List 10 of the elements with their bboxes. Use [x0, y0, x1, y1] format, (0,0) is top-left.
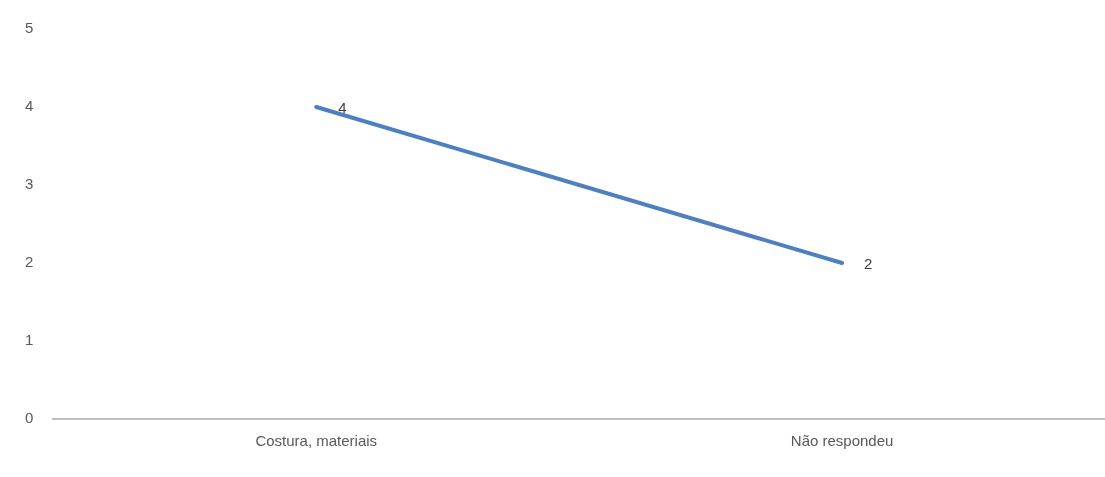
- data-label: 2: [864, 255, 873, 273]
- y-tick-label: 5: [25, 19, 34, 37]
- x-tick-label: Costura, materiais: [255, 432, 378, 450]
- data-label: 4: [338, 99, 347, 117]
- y-tick-label: 0: [25, 409, 34, 427]
- y-tick-label: 2: [25, 253, 34, 271]
- x-tick-label: Não respondeu: [790, 432, 894, 450]
- y-tick-label: 4: [25, 97, 34, 115]
- y-tick-label: 1: [25, 331, 34, 349]
- y-tick-label: 3: [25, 175, 34, 193]
